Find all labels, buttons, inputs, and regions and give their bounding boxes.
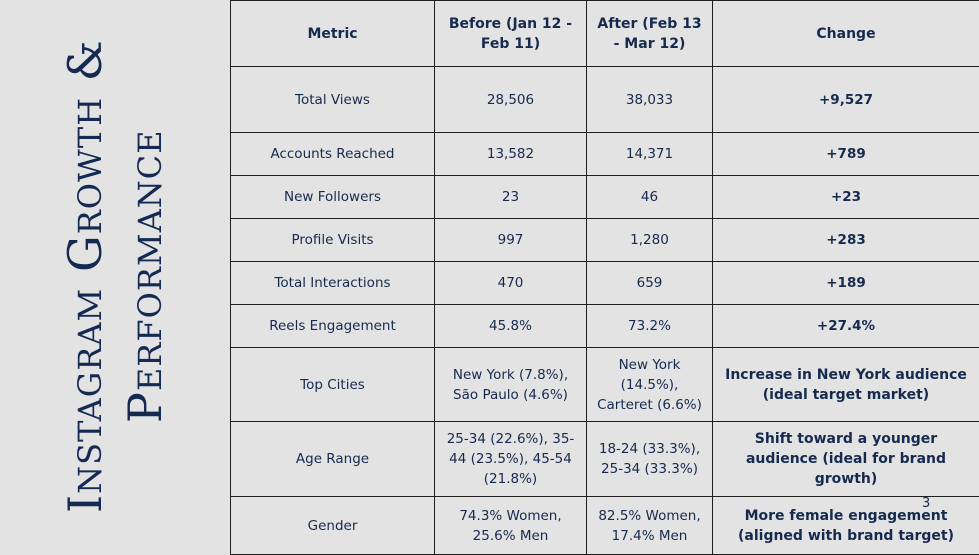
page-number: 3 xyxy=(922,496,930,511)
before-cell: 74.3% Women, 25.6% Men xyxy=(435,497,587,555)
after-cell: New York (14.5%), Carteret (6.6%) xyxy=(587,348,713,422)
change-cell: +9,527 xyxy=(713,67,979,133)
before-cell: 25-34 (22.6%), 35-44 (23.5%), 45-54 (21.… xyxy=(435,422,587,497)
after-cell: 46 xyxy=(587,176,713,219)
change-cell: +23 xyxy=(713,176,979,219)
table-row: Profile Visits 997 1,280 +283 xyxy=(231,219,979,262)
table-row: Accounts Reached 13,582 14,371 +789 xyxy=(231,133,979,176)
after-cell: 73.2% xyxy=(587,305,713,348)
table-row: Total Interactions 470 659 +189 xyxy=(231,262,979,305)
table-row: New Followers 23 46 +23 xyxy=(231,176,979,219)
table-row: Top Cities New York (7.8%), São Paulo (4… xyxy=(231,348,979,422)
after-cell: 82.5% Women, 17.4% Men xyxy=(587,497,713,555)
after-cell: 14,371 xyxy=(587,133,713,176)
metric-cell: Total Interactions xyxy=(231,262,435,305)
before-cell: 997 xyxy=(435,219,587,262)
after-cell: 18-24 (33.3%), 25-34 (33.3%) xyxy=(587,422,713,497)
metric-cell: Total Views xyxy=(231,67,435,133)
metric-cell: Top Cities xyxy=(231,348,435,422)
metric-cell: Reels Engagement xyxy=(231,305,435,348)
change-cell: Increase in New York audience (ideal tar… xyxy=(713,348,979,422)
header-before: Before (Jan 12 - Feb 11) xyxy=(435,1,587,67)
page-title: Instagram Growth & Performance xyxy=(55,26,175,526)
metric-cell: New Followers xyxy=(231,176,435,219)
before-cell: 13,582 xyxy=(435,133,587,176)
after-cell: 38,033 xyxy=(587,67,713,133)
header-change: Change xyxy=(713,1,979,67)
table-row: Total Views 28,506 38,033 +9,527 xyxy=(231,67,979,133)
metric-cell: Accounts Reached xyxy=(231,133,435,176)
change-cell: +189 xyxy=(713,262,979,305)
before-cell: 470 xyxy=(435,262,587,305)
before-cell: 23 xyxy=(435,176,587,219)
change-cell: +27.4% xyxy=(713,305,979,348)
title-container: Instagram Growth & Performance xyxy=(30,0,200,551)
table-header-row: Metric Before (Jan 12 - Feb 11) After (F… xyxy=(231,1,979,67)
table-row: Reels Engagement 45.8% 73.2% +27.4% xyxy=(231,305,979,348)
table-row: Age Range 25-34 (22.6%), 35-44 (23.5%), … xyxy=(231,422,979,497)
change-cell: +789 xyxy=(713,133,979,176)
performance-table: Metric Before (Jan 12 - Feb 11) After (F… xyxy=(230,0,979,555)
header-metric: Metric xyxy=(231,1,435,67)
table-row: Gender 74.3% Women, 25.6% Men 82.5% Wome… xyxy=(231,497,979,555)
change-cell: Shift toward a younger audience (ideal f… xyxy=(713,422,979,497)
header-after: After (Feb 13 - Mar 12) xyxy=(587,1,713,67)
before-cell: New York (7.8%), São Paulo (4.6%) xyxy=(435,348,587,422)
change-cell: More female engagement (aligned with bra… xyxy=(713,497,979,555)
change-cell: +283 xyxy=(713,219,979,262)
before-cell: 45.8% xyxy=(435,305,587,348)
metric-cell: Profile Visits xyxy=(231,219,435,262)
after-cell: 659 xyxy=(587,262,713,305)
before-cell: 28,506 xyxy=(435,67,587,133)
metric-cell: Age Range xyxy=(231,422,435,497)
metric-cell: Gender xyxy=(231,497,435,555)
after-cell: 1,280 xyxy=(587,219,713,262)
